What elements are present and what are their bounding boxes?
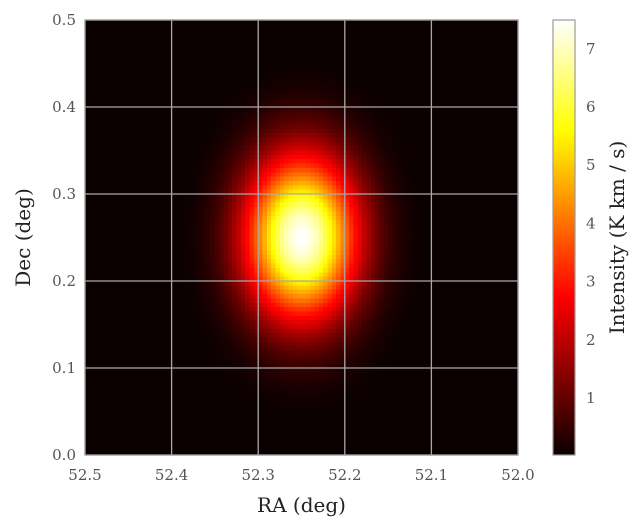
colorbar: 1 2 3 4 5 6 7 Intensity (K km / s) bbox=[552, 19, 629, 456]
colorbar-tick-label: 1 bbox=[586, 389, 596, 407]
colorbar-gradient bbox=[552, 19, 576, 456]
y-axis-label: Dec (deg) bbox=[11, 188, 35, 286]
x-axis-label: RA (deg) bbox=[257, 493, 346, 517]
heatmap-panel bbox=[84, 19, 519, 456]
y-axis: 0.0 0.1 0.2 0.3 0.4 0.5 Dec (deg) bbox=[11, 11, 76, 464]
colorbar-tick-label: 3 bbox=[586, 273, 596, 291]
colorbar-label: Intensity (K km / s) bbox=[605, 141, 629, 335]
y-tick-label: 0.3 bbox=[52, 185, 76, 203]
x-tick-label: 52.1 bbox=[415, 466, 448, 484]
x-tick-label: 52.0 bbox=[501, 466, 534, 484]
colorbar-tick-label: 6 bbox=[586, 98, 596, 116]
heatmap-image bbox=[85, 20, 518, 455]
x-tick-label: 52.4 bbox=[155, 466, 188, 484]
y-tick-label: 0.2 bbox=[52, 272, 76, 290]
x-axis: 52.5 52.4 52.3 52.2 52.1 52.0 RA (deg) bbox=[68, 466, 534, 517]
y-tick-label: 0.4 bbox=[52, 98, 76, 116]
y-tick-label: 0.1 bbox=[52, 359, 76, 377]
y-tick-label: 0.5 bbox=[52, 11, 76, 29]
colorbar-tick-label: 7 bbox=[586, 40, 596, 58]
colorbar-tick-label: 2 bbox=[586, 331, 596, 349]
plot-frame bbox=[84, 19, 519, 456]
x-tick-label: 52.5 bbox=[68, 466, 101, 484]
y-tick-label: 0.0 bbox=[52, 446, 76, 464]
colorbar-tick-label: 4 bbox=[586, 214, 596, 232]
x-tick-label: 52.3 bbox=[241, 466, 274, 484]
colorbar-tick-label: 5 bbox=[586, 156, 596, 174]
x-tick-label: 52.2 bbox=[328, 466, 361, 484]
